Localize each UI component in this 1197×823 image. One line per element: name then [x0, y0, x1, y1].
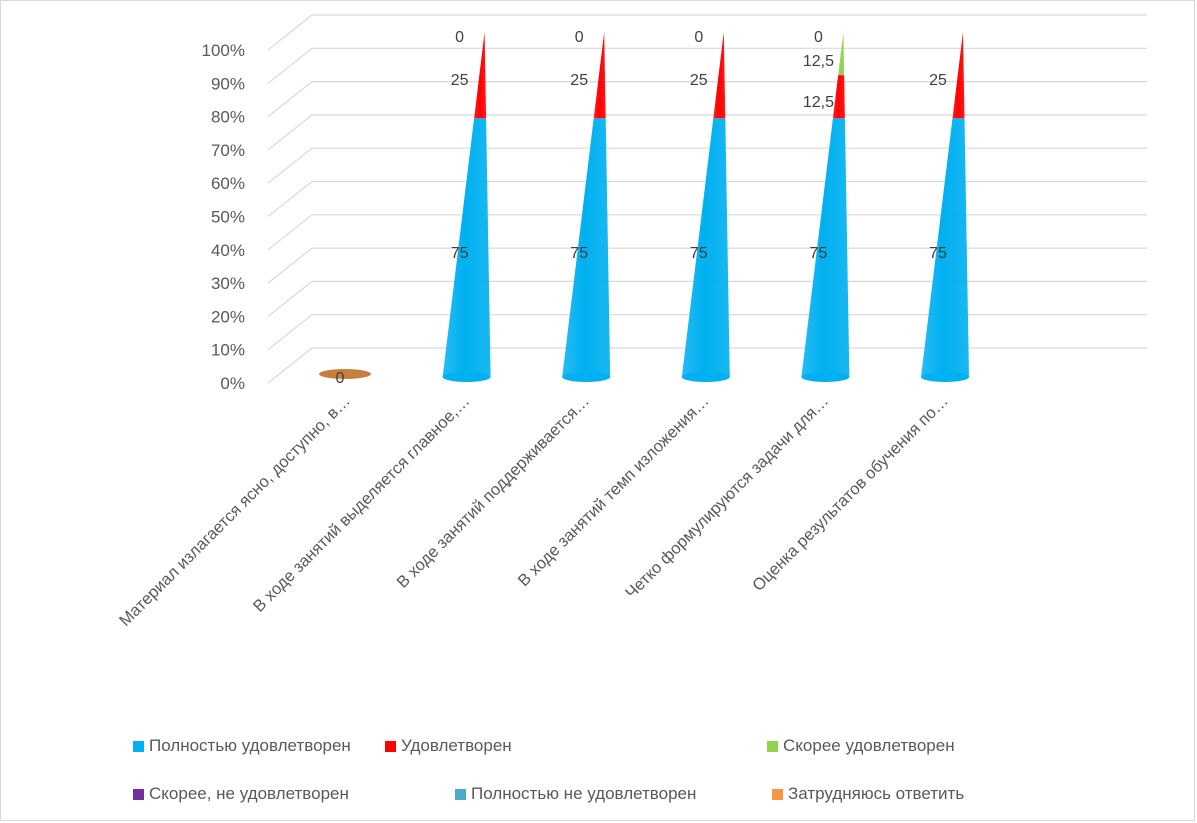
gridline [267, 180, 1147, 217]
gridline [267, 47, 1147, 84]
gridline [267, 147, 1147, 184]
cone-segment-удовлетворен [474, 32, 487, 119]
data-label-скорее-не-удовлетворен: 0 [814, 29, 823, 46]
category-label: Оценка результатов обучения по… [749, 392, 952, 595]
cone-segment-удовлетворен [593, 32, 606, 119]
cone-segment-полностью-удовлетворен [801, 118, 850, 377]
data-label-удовлетворен: 25 [690, 72, 708, 89]
data-label-полностью-удовлетворен: 75 [929, 245, 947, 262]
category-label: Четко формулируются задачи для… [622, 392, 832, 602]
gridline [267, 214, 1147, 251]
y-tick-label: 20% [211, 307, 245, 326]
gridline [267, 114, 1147, 151]
y-tick-label: 70% [211, 141, 245, 160]
y-tick-label: 30% [211, 274, 245, 293]
data-label-удовлетворен: 25 [451, 72, 469, 89]
cone-segment-удовлетворен [952, 32, 965, 119]
data-label-удовлетворен: 25 [929, 72, 947, 89]
cone-segment-удовлетворен [713, 32, 726, 119]
data-label-скорее-удовлетворен: 0 [575, 29, 584, 46]
category-label: В ходе занятий темп изложения… [515, 392, 713, 590]
category-label: В ходе занятий поддерживается… [393, 392, 593, 592]
data-label-удовлетворен: 12,5 [803, 94, 834, 111]
y-tick-label: 60% [211, 174, 245, 193]
data-label-удовлетворен: 25 [570, 72, 588, 89]
y-tick-label: 50% [211, 208, 245, 227]
data-label-полностью-удовлетворен: 75 [570, 245, 588, 262]
gridline [267, 80, 1147, 118]
data-labels: 0 75 25 0 75 25 0 75 25 0 75 12,5 12,5 0 75 25 [336, 29, 947, 387]
cone-bars [319, 32, 969, 382]
category-label: Материал излагается ясно, доступно, в… [116, 392, 354, 630]
y-tick-label: 0% [220, 374, 245, 393]
y-tick-label: 40% [211, 241, 245, 260]
data-label-скорее-удовлетворен: 0 [694, 29, 703, 46]
data-label-полностью-удовлетворен: 75 [451, 245, 469, 262]
data-label-скорее-удовлетворен: 12,5 [803, 53, 834, 70]
gridline [267, 314, 1147, 351]
y-tick-label: 80% [211, 108, 245, 127]
gridline [267, 347, 1147, 384]
cone-segment-скорее-удовлетворен [838, 32, 845, 76]
category-labels: Материал излагается ясно, доступно, в…В … [116, 392, 952, 630]
y-tick-label: 100% [202, 41, 245, 60]
cone-segment-удовлетворен [832, 75, 845, 119]
y-tick-label: 90% [211, 74, 245, 93]
data-label-скорее-удовлетворен: 0 [455, 29, 464, 46]
gridlines [267, 14, 1147, 384]
cone-segment-полностью-удовлетворен [921, 118, 969, 377]
gridline [267, 247, 1147, 284]
y-axis-ticks: 0% 10% 20% 30% 40% 50% 60% 70% 80% 90% 100% [202, 41, 245, 393]
gridline [267, 280, 1147, 317]
empty-bar-disk [319, 369, 371, 379]
category-label: В ходе занятий выделяется главное,… [250, 392, 474, 616]
data-label-полностью-удовлетворен: 75 [690, 245, 708, 262]
cone-segment-полностью-удовлетворен [681, 118, 730, 377]
cone-segment-полностью-удовлетворен [562, 118, 611, 377]
y-tick-label: 10% [211, 341, 245, 360]
cone-segment-полностью-удовлетворен [442, 118, 491, 377]
data-label-затрудняюсь-ответить: 0 [336, 370, 345, 387]
gridline [267, 14, 1147, 51]
data-label-полностью-удовлетворен: 75 [810, 245, 828, 262]
